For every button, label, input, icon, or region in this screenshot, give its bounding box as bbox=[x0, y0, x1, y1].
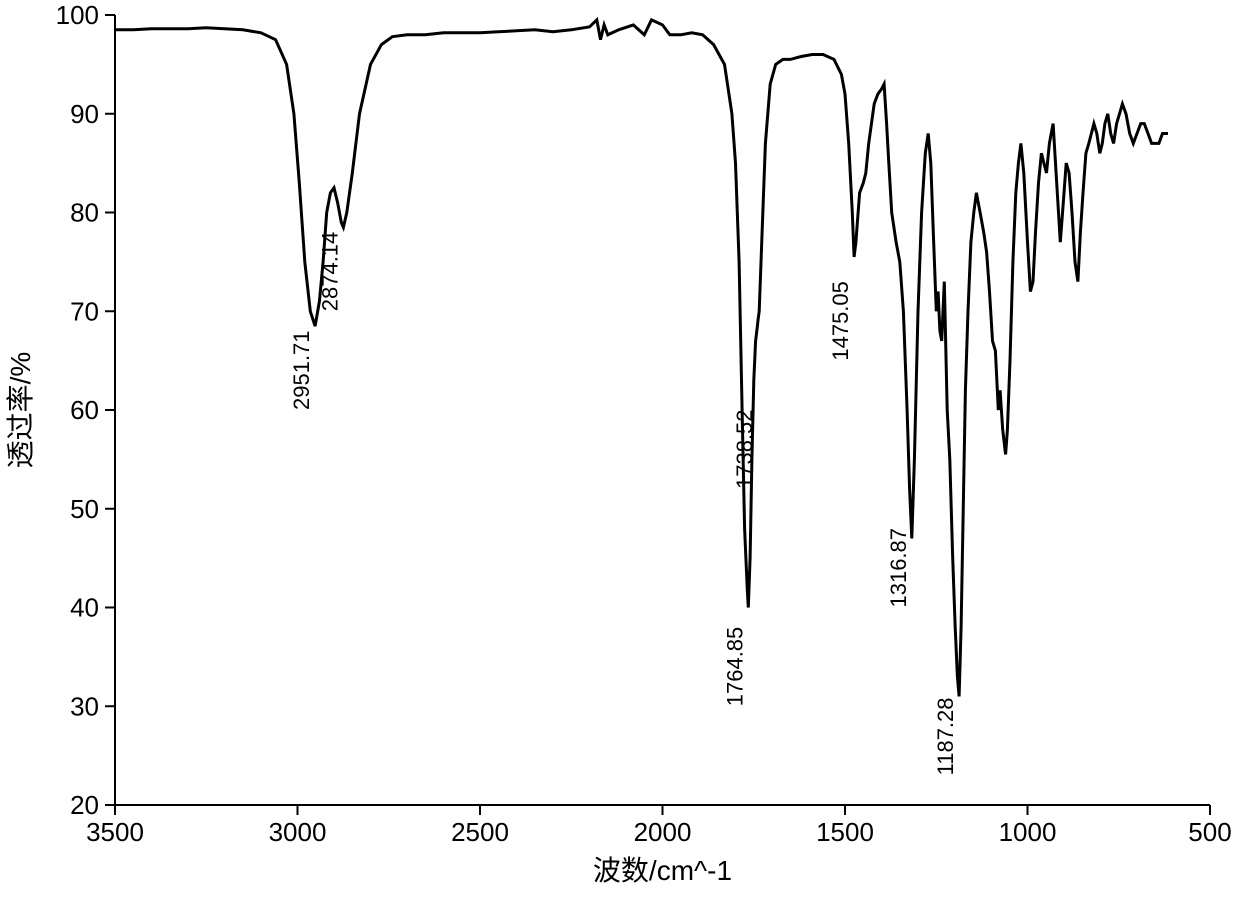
ir-spectrum-chart: 20 30 40 50 60 70 80 90 100 3500 3000 2500 2000 1500… bbox=[0, 0, 1240, 897]
peak-label: 1738.52 bbox=[732, 409, 757, 489]
y-tick-label: 60 bbox=[70, 395, 99, 425]
x-axis-ticks: 3500 3000 2500 2000 1500 1000 500 bbox=[86, 805, 1232, 847]
x-tick-label: 2000 bbox=[634, 817, 692, 847]
x-axis-title: 波数/cm^-1 bbox=[593, 855, 732, 886]
y-tick-label: 80 bbox=[70, 198, 99, 228]
y-tick-label: 100 bbox=[56, 0, 99, 30]
x-tick-label: 500 bbox=[1188, 817, 1231, 847]
peak-label: 1764.85 bbox=[722, 627, 747, 707]
y-tick-label: 90 bbox=[70, 99, 99, 129]
x-tick-label: 2500 bbox=[451, 817, 509, 847]
x-tick-label: 3500 bbox=[86, 817, 144, 847]
y-axis-title: 透过率/% bbox=[5, 352, 36, 469]
peak-label: 1187.28 bbox=[933, 697, 958, 775]
x-tick-label: 1000 bbox=[999, 817, 1057, 847]
y-tick-label: 70 bbox=[70, 296, 99, 326]
peak-label: 2874.14 bbox=[317, 232, 342, 312]
chart-svg: 20 30 40 50 60 70 80 90 100 3500 3000 2500 2000 1500… bbox=[0, 0, 1240, 897]
x-tick-label: 3000 bbox=[269, 817, 327, 847]
axes: 20 30 40 50 60 70 80 90 100 3500 3000 2500 2000 1500… bbox=[5, 0, 1232, 886]
y-tick-label: 50 bbox=[70, 494, 99, 524]
y-axis-ticks: 20 30 40 50 60 70 80 90 100 bbox=[56, 0, 115, 820]
y-tick-label: 30 bbox=[70, 691, 99, 721]
peak-label: 2951.71 bbox=[289, 330, 314, 410]
y-tick-label: 40 bbox=[70, 593, 99, 623]
peak-label: 1316.87 bbox=[886, 528, 911, 608]
x-tick-label: 1500 bbox=[816, 817, 874, 847]
spectrum-trace bbox=[115, 20, 1168, 697]
y-tick-label: 20 bbox=[70, 790, 99, 820]
peak-label: 1475.05 bbox=[828, 281, 853, 361]
peak-labels: 2951.712874.14 1764.85 1738.52 1475.05 1316.… bbox=[289, 232, 958, 776]
